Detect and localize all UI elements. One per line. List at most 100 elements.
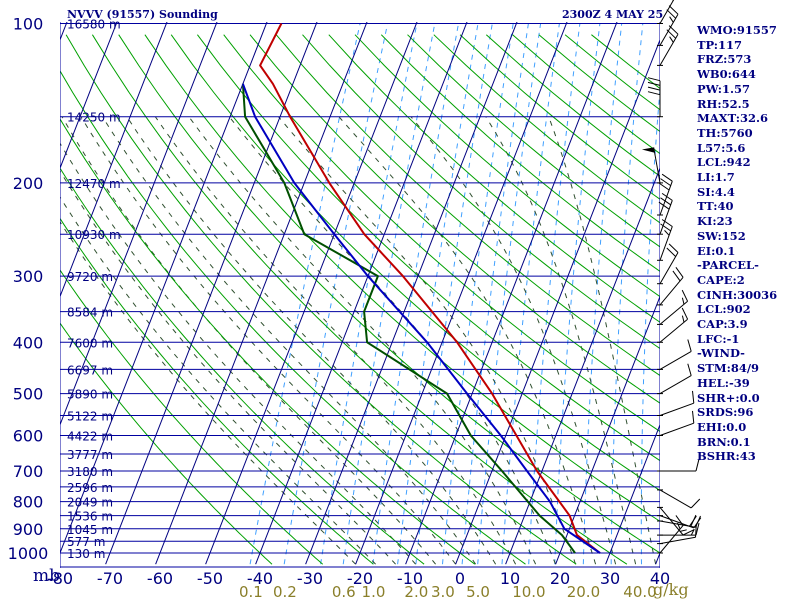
mixing-ratio-line xyxy=(249,23,361,565)
moist-adiabat xyxy=(154,116,517,565)
index-item: TH:5760 xyxy=(697,125,753,140)
dry-adiabat xyxy=(249,34,660,404)
barb-feather xyxy=(647,81,661,86)
barb-feather xyxy=(647,77,661,82)
mixing-ratio-label: 20.0 xyxy=(567,583,600,600)
dry-adiabat xyxy=(60,118,476,565)
mixing-ratio-line xyxy=(554,23,601,565)
index-item: TT:40 xyxy=(697,199,734,214)
barb-staff xyxy=(659,276,684,306)
index-item: RH:52.5 xyxy=(697,96,750,111)
dry-adiabat xyxy=(65,34,577,565)
wind-barb xyxy=(657,219,673,261)
barb-feather xyxy=(647,91,661,96)
index-item: HEL:-39 xyxy=(697,375,750,390)
index-item: CINH:30036 xyxy=(697,287,778,302)
barb-pennant xyxy=(641,147,655,153)
mixing-ratio-line xyxy=(528,23,581,565)
barb-staff xyxy=(659,318,688,343)
barb-staff xyxy=(659,181,673,216)
index-item: CAP:3.9 xyxy=(697,317,748,332)
isotherm xyxy=(605,423,660,565)
dry-adiabat xyxy=(91,34,628,565)
index-item: BSHR:43 xyxy=(697,449,756,464)
dry-adiabat xyxy=(60,269,324,565)
barb-feather xyxy=(687,363,692,376)
isotherm xyxy=(255,22,468,565)
index-item: -WIND- xyxy=(697,346,745,361)
height-label: 1045 m xyxy=(67,523,113,537)
wind-barb xyxy=(657,363,692,395)
dry-adiabat xyxy=(60,167,425,565)
mixing-ratio-line xyxy=(442,23,514,565)
wind-barb xyxy=(657,0,675,24)
barb-feather xyxy=(681,289,689,302)
index-item: MAXT:32.6 xyxy=(697,111,768,126)
height-label: 12470 m xyxy=(67,177,121,191)
height-label: 10930 m xyxy=(67,228,121,242)
mixing-ratio-label: 1.0 xyxy=(362,583,386,600)
barb-staff xyxy=(659,422,694,436)
dry-adiabat xyxy=(170,34,660,492)
barb-staff xyxy=(659,200,673,235)
index-item: FRZ:573 xyxy=(697,52,752,67)
height-label: 8584 m xyxy=(67,306,113,320)
height-label: 9720 m xyxy=(67,270,113,284)
height-label: 5890 m xyxy=(67,388,113,402)
barb-feather xyxy=(661,219,673,227)
index-item: LFC:-1 xyxy=(697,331,740,346)
pressure-tick-label: 900 xyxy=(13,520,44,539)
wind-barb xyxy=(657,458,700,472)
index-item: WMO:91557 xyxy=(697,23,777,37)
temperature-tick-label: 30 xyxy=(600,569,620,588)
mixing-ratio-label: 2.0 xyxy=(404,583,428,600)
wind-barb xyxy=(657,515,702,529)
barb-feather xyxy=(679,529,687,532)
wind-barb xyxy=(657,267,684,306)
index-item: STM:84/9 xyxy=(697,361,760,376)
mixing-ratio-unit-label: g/kg xyxy=(653,580,689,599)
index-item: SRDS:96 xyxy=(697,405,754,420)
wind-barb xyxy=(641,147,663,184)
height-label: 16580 m xyxy=(67,18,121,32)
barb-feather xyxy=(681,307,689,320)
temperature-tick-label: -20 xyxy=(347,569,373,588)
indices-panel: WMO:91557 TP:117 FRZ:573 WB0:644 PW:1.57 RH:5… xyxy=(697,23,777,464)
dry-adiabat xyxy=(302,34,660,350)
temperature-tick-label: -60 xyxy=(147,569,173,588)
index-item: LCL:942 xyxy=(697,155,751,170)
index-item: EI:0.1 xyxy=(697,243,736,258)
barb-staff xyxy=(659,489,692,509)
wind-barb xyxy=(657,5,679,46)
barb-feather xyxy=(664,230,670,236)
wind-barb xyxy=(657,506,695,536)
temperature-tick-label: 0 xyxy=(455,569,465,588)
barb-feather xyxy=(668,243,679,253)
index-item: CAPE:2 xyxy=(697,272,745,287)
index-item: WB0:644 xyxy=(697,67,756,82)
mixing-ratio-label: 10.0 xyxy=(512,583,545,600)
barb-feather xyxy=(688,515,697,527)
wind-barb xyxy=(657,243,679,285)
pressure-tick-label: 600 xyxy=(13,427,44,446)
moist-adiabat xyxy=(410,116,617,565)
wind-barb xyxy=(657,173,673,216)
isotherm xyxy=(60,22,218,427)
index-item: SW:152 xyxy=(697,228,746,243)
barb-staff xyxy=(659,0,675,24)
pressure-tick-label: 500 xyxy=(13,385,44,404)
barb-staff xyxy=(659,33,679,66)
dry-adiabat xyxy=(144,34,660,522)
barb-feather xyxy=(669,16,674,23)
mixing-ratio-line xyxy=(342,23,436,565)
index-item: KI:23 xyxy=(697,214,733,229)
wind-barb xyxy=(657,289,689,325)
barb-staff xyxy=(659,375,692,395)
barb-staff xyxy=(659,536,696,545)
barb-staff xyxy=(659,507,684,536)
temperature-tick-label: 20 xyxy=(550,569,570,588)
temperature-tick-label: -10 xyxy=(397,569,423,588)
barb-feather xyxy=(668,5,679,15)
index-item: -PARCEL- xyxy=(697,258,759,273)
